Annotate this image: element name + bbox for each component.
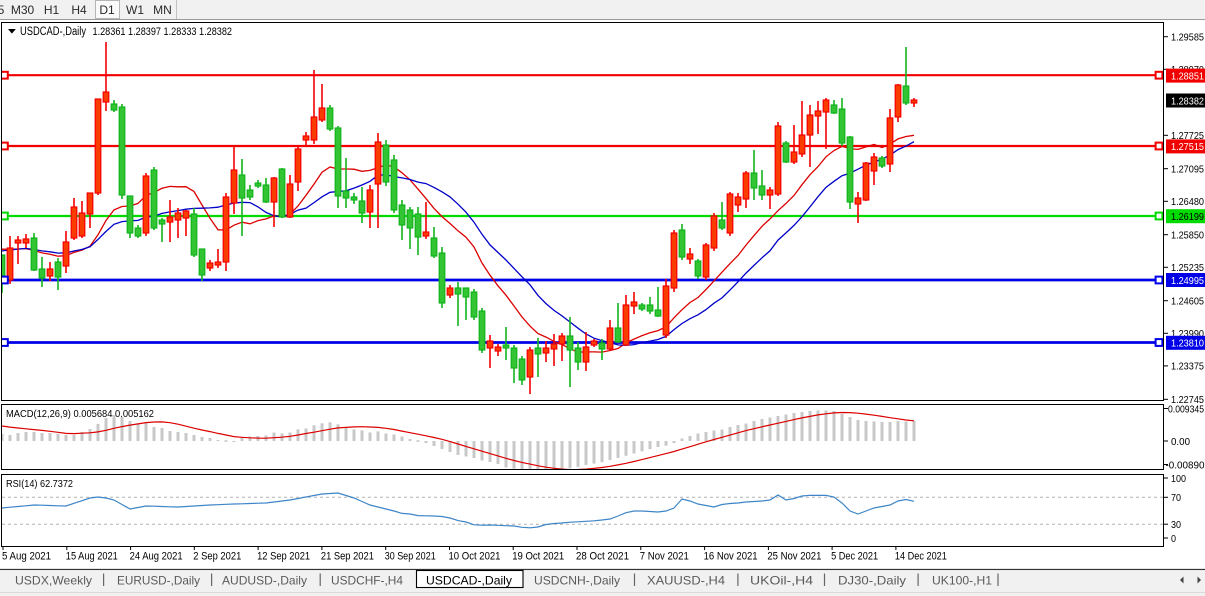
- svg-text:W1: W1: [126, 3, 144, 17]
- svg-text:DJ30-,Daily: DJ30-,Daily: [838, 574, 906, 588]
- svg-text:0: 0: [1171, 533, 1176, 545]
- svg-text:1.27515: 1.27515: [1171, 141, 1204, 153]
- svg-text:28 Oct 2021: 28 Oct 2021: [576, 551, 629, 563]
- svg-text:30: 30: [1171, 519, 1181, 531]
- svg-text:EURUSD-,Daily: EURUSD-,Daily: [117, 574, 200, 588]
- svg-text:5: 5: [0, 3, 5, 17]
- svg-text:1.27095: 1.27095: [1171, 164, 1204, 176]
- svg-text:30 Sep 2021: 30 Sep 2021: [385, 551, 436, 563]
- svg-text:H4: H4: [71, 3, 87, 17]
- svg-text:1.28382: 1.28382: [1171, 95, 1204, 107]
- svg-text:0.00: 0.00: [1171, 436, 1190, 448]
- svg-text:D1: D1: [99, 3, 115, 17]
- svg-text:1.28851: 1.28851: [1171, 70, 1204, 82]
- svg-text:1.28361 1.28397 1.28333 1.2838: 1.28361 1.28397 1.28333 1.28382: [93, 26, 233, 38]
- svg-text:12 Sep 2021: 12 Sep 2021: [257, 551, 310, 563]
- svg-text:MACD(12,26,9) 0.005684 0.00516: MACD(12,26,9) 0.005684 0.005162: [6, 408, 154, 420]
- svg-text:1.26480: 1.26480: [1171, 196, 1204, 208]
- svg-text:2 Sep 2021: 2 Sep 2021: [193, 551, 241, 563]
- svg-text:10 Oct 2021: 10 Oct 2021: [449, 551, 501, 563]
- svg-text:H1: H1: [44, 3, 60, 17]
- svg-text:0.009345: 0.009345: [1168, 403, 1204, 415]
- svg-text:RSI(14) 62.7372: RSI(14) 62.7372: [6, 478, 73, 490]
- svg-text:AUDUSD-,Daily: AUDUSD-,Daily: [222, 574, 307, 588]
- svg-text:1.24605: 1.24605: [1171, 296, 1204, 308]
- svg-text:16 Nov 2021: 16 Nov 2021: [704, 551, 758, 563]
- svg-text:UK100-,H1: UK100-,H1: [932, 574, 992, 588]
- svg-text:XAUUSD-,H4: XAUUSD-,H4: [647, 574, 725, 588]
- svg-text:21 Sep 2021: 21 Sep 2021: [321, 551, 374, 563]
- svg-text:USDX,Weekly: USDX,Weekly: [15, 574, 92, 588]
- svg-text:1.25850: 1.25850: [1171, 230, 1204, 242]
- svg-text:1.23810: 1.23810: [1171, 338, 1204, 350]
- svg-text:M30: M30: [11, 3, 35, 17]
- svg-text:14 Dec 2021: 14 Dec 2021: [895, 551, 947, 563]
- svg-text:15 Aug 2021: 15 Aug 2021: [66, 551, 118, 563]
- svg-text:1.29585: 1.29585: [1171, 32, 1204, 44]
- svg-text:USDCAD-,Daily: USDCAD-,Daily: [426, 574, 512, 588]
- svg-text:7 Nov 2021: 7 Nov 2021: [640, 551, 689, 563]
- svg-text:5 Dec 2021: 5 Dec 2021: [831, 551, 878, 563]
- svg-text:-0.00890: -0.00890: [1166, 459, 1205, 471]
- svg-text:1.24995: 1.24995: [1171, 275, 1204, 287]
- svg-text:USDCAD-,Daily: USDCAD-,Daily: [20, 26, 86, 38]
- svg-text:USDCHF-,H4: USDCHF-,H4: [331, 574, 403, 588]
- svg-text:19 Oct 2021: 19 Oct 2021: [512, 551, 564, 563]
- svg-text:1.26199: 1.26199: [1171, 211, 1204, 223]
- svg-text:70: 70: [1171, 492, 1181, 504]
- svg-text:USDCNH-,Daily: USDCNH-,Daily: [534, 574, 620, 588]
- svg-text:UKOil-,H4: UKOil-,H4: [750, 574, 813, 588]
- svg-text:24 Aug 2021: 24 Aug 2021: [130, 551, 183, 563]
- svg-text:1.22745: 1.22745: [1171, 394, 1204, 406]
- svg-text:1.25235: 1.25235: [1171, 262, 1204, 274]
- svg-text:MN: MN: [153, 3, 172, 17]
- svg-text:5 Aug 2021: 5 Aug 2021: [2, 551, 51, 563]
- svg-text:1.27725: 1.27725: [1171, 130, 1204, 142]
- svg-text:1.23375: 1.23375: [1171, 361, 1204, 373]
- svg-text:100: 100: [1171, 473, 1186, 485]
- svg-text:25 Nov 2021: 25 Nov 2021: [767, 551, 821, 563]
